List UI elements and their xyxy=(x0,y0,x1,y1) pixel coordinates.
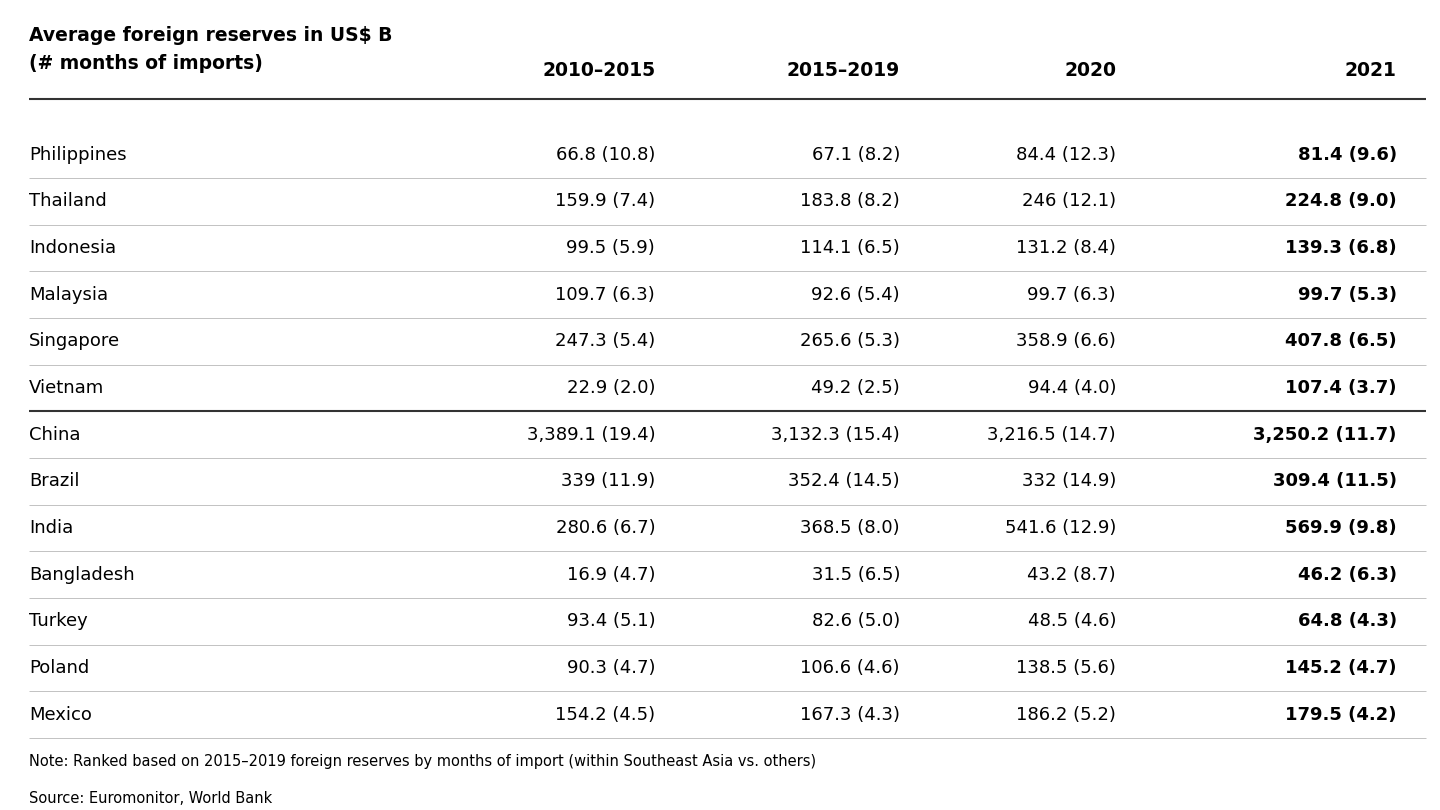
Text: 183.8 (8.2): 183.8 (8.2) xyxy=(801,192,900,211)
Text: 109.7 (6.3): 109.7 (6.3) xyxy=(556,286,655,304)
Text: 167.3 (4.3): 167.3 (4.3) xyxy=(801,706,900,724)
Text: Bangladesh: Bangladesh xyxy=(29,565,134,584)
Text: 93.4 (5.1): 93.4 (5.1) xyxy=(566,612,655,630)
Text: Average foreign reserves in US$ B: Average foreign reserves in US$ B xyxy=(29,26,392,45)
Text: 99.5 (5.9): 99.5 (5.9) xyxy=(566,239,655,257)
Text: (# months of imports): (# months of imports) xyxy=(29,54,262,73)
Text: 3,389.1 (19.4): 3,389.1 (19.4) xyxy=(527,426,655,444)
Text: 43.2 (8.7): 43.2 (8.7) xyxy=(1027,565,1116,584)
Text: 541.6 (12.9): 541.6 (12.9) xyxy=(1005,519,1116,537)
Text: 82.6 (5.0): 82.6 (5.0) xyxy=(812,612,900,630)
Text: 2021: 2021 xyxy=(1345,61,1397,79)
Text: 309.4 (11.5): 309.4 (11.5) xyxy=(1273,472,1397,490)
Text: 265.6 (5.3): 265.6 (5.3) xyxy=(801,332,900,350)
Text: 67.1 (8.2): 67.1 (8.2) xyxy=(812,146,900,164)
Text: 106.6 (4.6): 106.6 (4.6) xyxy=(801,659,900,677)
Text: China: China xyxy=(29,426,81,444)
Text: Vietnam: Vietnam xyxy=(29,379,104,397)
Text: 90.3 (4.7): 90.3 (4.7) xyxy=(567,659,655,677)
Text: 247.3 (5.4): 247.3 (5.4) xyxy=(554,332,655,350)
Text: 46.2 (6.3): 46.2 (6.3) xyxy=(1297,565,1397,584)
Text: 179.5 (4.2): 179.5 (4.2) xyxy=(1286,706,1397,724)
Text: 92.6 (5.4): 92.6 (5.4) xyxy=(811,286,900,304)
Text: 186.2 (5.2): 186.2 (5.2) xyxy=(1017,706,1116,724)
Text: 81.4 (9.6): 81.4 (9.6) xyxy=(1297,146,1397,164)
Text: Malaysia: Malaysia xyxy=(29,286,108,304)
Text: 352.4 (14.5): 352.4 (14.5) xyxy=(788,472,900,490)
Text: 358.9 (6.6): 358.9 (6.6) xyxy=(1017,332,1116,350)
Text: 84.4 (12.3): 84.4 (12.3) xyxy=(1017,146,1116,164)
Text: India: India xyxy=(29,519,73,537)
Text: 66.8 (10.8): 66.8 (10.8) xyxy=(556,146,655,164)
Text: 49.2 (2.5): 49.2 (2.5) xyxy=(811,379,900,397)
Text: 246 (12.1): 246 (12.1) xyxy=(1022,192,1116,211)
Text: 3,216.5 (14.7): 3,216.5 (14.7) xyxy=(988,426,1116,444)
Text: 94.4 (4.0): 94.4 (4.0) xyxy=(1028,379,1116,397)
Text: 2020: 2020 xyxy=(1064,61,1116,79)
Text: 224.8 (9.0): 224.8 (9.0) xyxy=(1284,192,1397,211)
Text: 407.8 (6.5): 407.8 (6.5) xyxy=(1284,332,1397,350)
Text: Note: Ranked based on 2015–2019 foreign reserves by months of import (within Sou: Note: Ranked based on 2015–2019 foreign … xyxy=(29,754,816,769)
Text: 138.5 (5.6): 138.5 (5.6) xyxy=(1017,659,1116,677)
Text: 368.5 (8.0): 368.5 (8.0) xyxy=(801,519,900,537)
Text: 64.8 (4.3): 64.8 (4.3) xyxy=(1297,612,1397,630)
Text: 48.5 (4.6): 48.5 (4.6) xyxy=(1028,612,1116,630)
Text: 99.7 (6.3): 99.7 (6.3) xyxy=(1027,286,1116,304)
Text: 16.9 (4.7): 16.9 (4.7) xyxy=(567,565,655,584)
Text: Source: Euromonitor, World Bank: Source: Euromonitor, World Bank xyxy=(29,791,272,806)
Text: 569.9 (9.8): 569.9 (9.8) xyxy=(1284,519,1397,537)
Text: 131.2 (8.4): 131.2 (8.4) xyxy=(1017,239,1116,257)
Text: 154.2 (4.5): 154.2 (4.5) xyxy=(554,706,655,724)
Text: 99.7 (5.3): 99.7 (5.3) xyxy=(1297,286,1397,304)
Text: 107.4 (3.7): 107.4 (3.7) xyxy=(1286,379,1397,397)
Text: 332 (14.9): 332 (14.9) xyxy=(1021,472,1116,490)
Text: 280.6 (6.7): 280.6 (6.7) xyxy=(556,519,655,537)
Text: Brazil: Brazil xyxy=(29,472,79,490)
Text: 139.3 (6.8): 139.3 (6.8) xyxy=(1284,239,1397,257)
Text: 3,132.3 (15.4): 3,132.3 (15.4) xyxy=(772,426,900,444)
Text: Singapore: Singapore xyxy=(29,332,120,350)
Text: Poland: Poland xyxy=(29,659,89,677)
Text: 22.9 (2.0): 22.9 (2.0) xyxy=(567,379,655,397)
Text: 2015–2019: 2015–2019 xyxy=(786,61,900,79)
Text: 114.1 (6.5): 114.1 (6.5) xyxy=(801,239,900,257)
Text: 3,250.2 (11.7): 3,250.2 (11.7) xyxy=(1253,426,1397,444)
Text: 339 (11.9): 339 (11.9) xyxy=(562,472,655,490)
Text: 31.5 (6.5): 31.5 (6.5) xyxy=(812,565,900,584)
Text: Turkey: Turkey xyxy=(29,612,88,630)
Text: Philippines: Philippines xyxy=(29,146,127,164)
Text: Thailand: Thailand xyxy=(29,192,107,211)
Text: Mexico: Mexico xyxy=(29,706,92,724)
Text: 145.2 (4.7): 145.2 (4.7) xyxy=(1286,659,1397,677)
Text: 2010–2015: 2010–2015 xyxy=(541,61,655,79)
Text: Indonesia: Indonesia xyxy=(29,239,117,257)
Text: 159.9 (7.4): 159.9 (7.4) xyxy=(554,192,655,211)
